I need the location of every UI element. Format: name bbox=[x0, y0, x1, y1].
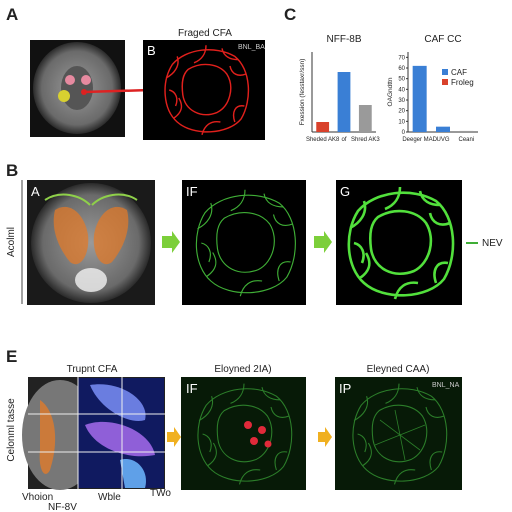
overlay bbox=[120, 459, 146, 488]
image-tag: BNL_NA bbox=[432, 382, 460, 389]
x-tick-label: Deeger MAD bbox=[402, 137, 437, 143]
overlay bbox=[90, 384, 146, 421]
overlay bbox=[53, 206, 89, 265]
image-label: IP bbox=[339, 381, 351, 396]
bar bbox=[316, 122, 330, 132]
spot bbox=[264, 440, 272, 448]
overlay bbox=[75, 268, 107, 292]
arrow bbox=[162, 231, 180, 253]
bar bbox=[412, 65, 427, 132]
image bbox=[182, 180, 306, 305]
y-tick-label: 30 bbox=[398, 98, 405, 104]
arrow bbox=[318, 427, 332, 447]
image-label: A bbox=[31, 184, 40, 199]
image-label: IF bbox=[186, 184, 198, 199]
spot bbox=[244, 421, 252, 429]
x-tick-label: Shred AK3 bbox=[351, 137, 380, 143]
bar bbox=[459, 130, 474, 132]
highlight bbox=[65, 75, 75, 85]
legend-label: CAF bbox=[451, 68, 467, 77]
x-tick-label: UVG bbox=[436, 137, 449, 143]
chart-title: NFF-8B bbox=[327, 34, 362, 45]
legend-swatch bbox=[442, 79, 448, 85]
arrow bbox=[314, 231, 332, 253]
overlay bbox=[39, 400, 56, 474]
highlight bbox=[81, 75, 91, 85]
image-label: IF bbox=[186, 381, 198, 396]
connector bbox=[83, 88, 151, 94]
arrow bbox=[167, 427, 181, 447]
image-tag: BNL_BA bbox=[238, 44, 265, 51]
side-label: Acolml bbox=[6, 227, 17, 257]
image bbox=[181, 377, 306, 490]
y-tick-label: 70 bbox=[398, 55, 405, 61]
overlay bbox=[93, 206, 129, 265]
image bbox=[143, 40, 265, 140]
chart-title: CAF CC bbox=[424, 34, 461, 45]
panel-label: B bbox=[6, 161, 18, 180]
y-tick-label: 60 bbox=[398, 66, 405, 72]
grid bbox=[28, 377, 165, 489]
image bbox=[336, 180, 462, 305]
y-tick-label: 40 bbox=[398, 87, 405, 93]
legend-swatch bbox=[442, 69, 448, 75]
x-tick-label: Ceani bbox=[458, 137, 474, 143]
marker-label: NEV bbox=[482, 238, 503, 249]
y-axis-label: OAGndttn bbox=[387, 77, 394, 106]
panel-title: Eloyned 2IA) bbox=[214, 364, 271, 375]
x-tick-label: Sheded AK8 bbox=[306, 137, 340, 143]
overlay bbox=[85, 421, 155, 457]
bottom-label: NF-8V bbox=[48, 502, 77, 512]
panel-label: C bbox=[284, 5, 296, 24]
spot bbox=[258, 426, 266, 434]
y-axis-label: Fxession (fesstaxr/ssn) bbox=[299, 59, 306, 126]
fibers bbox=[374, 409, 426, 461]
legend-label: Froleg bbox=[451, 78, 474, 87]
bottom-label: Vhoion bbox=[22, 492, 53, 503]
bar bbox=[436, 126, 450, 132]
panel-title: Fraged CFA bbox=[178, 28, 232, 39]
x-tick-label: of bbox=[341, 137, 346, 143]
image-label: G bbox=[340, 184, 350, 199]
panel-label: A bbox=[6, 5, 18, 24]
y-tick-label: 50 bbox=[398, 77, 405, 83]
overlay bbox=[44, 193, 138, 206]
bar bbox=[358, 105, 372, 132]
highlight bbox=[58, 90, 70, 102]
y-tick-label: 20 bbox=[398, 109, 405, 115]
bottom-label: Wble bbox=[98, 492, 121, 503]
panel-title: Trupnt CFA bbox=[67, 364, 118, 375]
side-label: Celonml tasse bbox=[6, 398, 17, 462]
ventricle bbox=[61, 66, 93, 110]
bottom-label: TWo bbox=[150, 488, 171, 499]
spot bbox=[250, 437, 258, 445]
panel-label: E bbox=[6, 347, 17, 366]
image-label: B bbox=[147, 43, 156, 58]
y-tick-label: 10 bbox=[398, 119, 405, 125]
panel-title: Eleyned CAA) bbox=[367, 364, 430, 375]
charts: NFF-8B Fxession (fesstaxr/ssn) Sheded AK8 o… bbox=[299, 34, 478, 143]
y-tick-label: 0 bbox=[402, 130, 406, 136]
bar bbox=[337, 72, 351, 132]
